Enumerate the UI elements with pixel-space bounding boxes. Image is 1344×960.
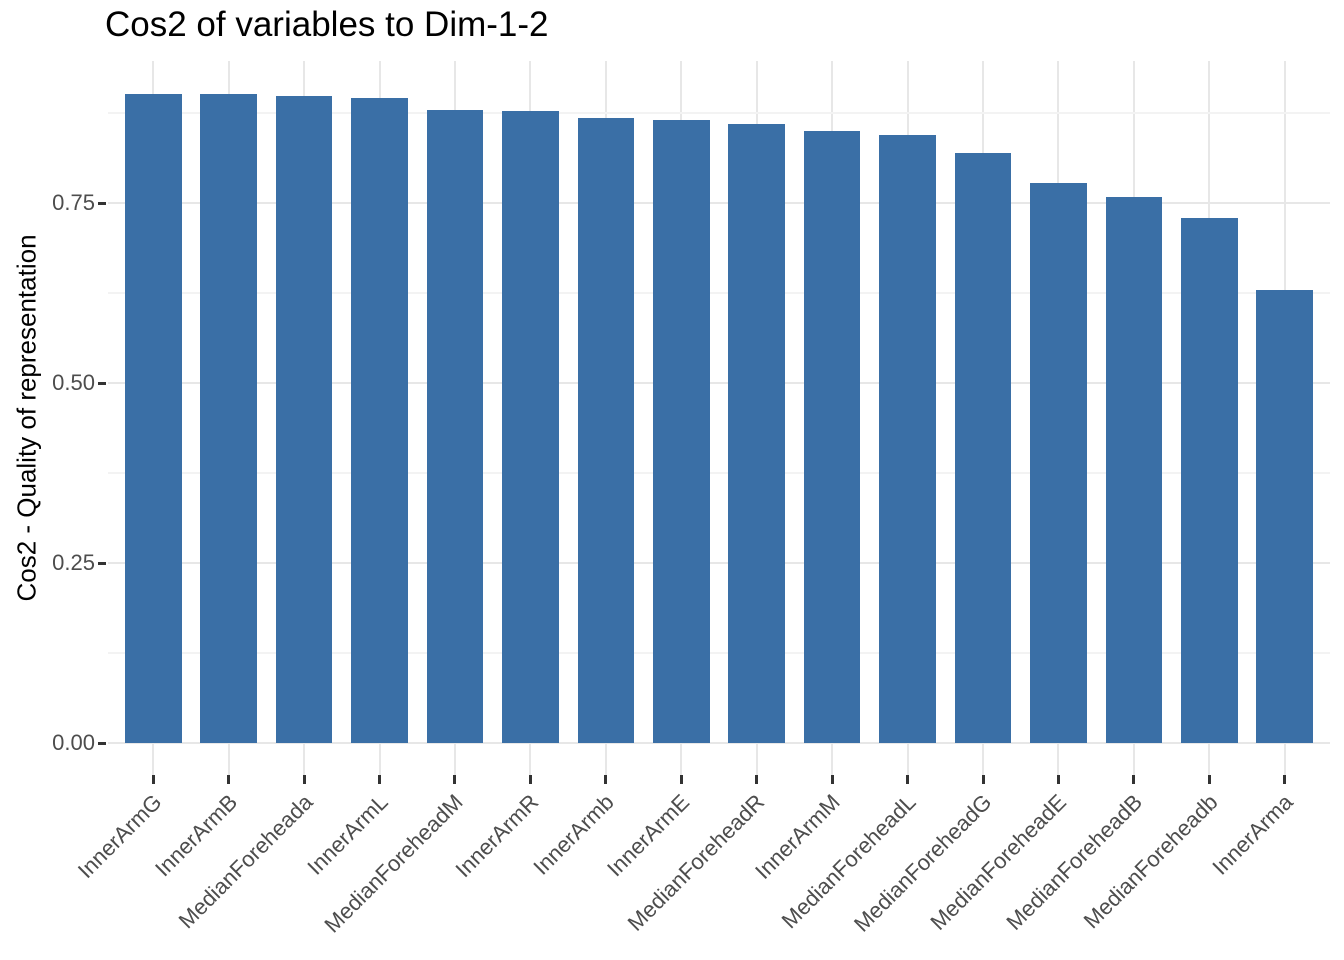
- gridline-major-0.75: [108, 202, 1330, 204]
- x-tick-mark-MedianForeheadM: [453, 775, 457, 784]
- x-tick-label-MedianForeheadE: MedianForeheadE: [925, 789, 1072, 935]
- x-tick-label-MedianForeheadL: MedianForeheadL: [776, 789, 921, 934]
- y-tick-label-0.75: 0.75: [52, 190, 95, 215]
- chart-title: Cos2 of variables to Dim-1-2: [105, 5, 549, 44]
- x-tick-mark-InnerArmG: [151, 775, 155, 784]
- gridline-minor-0.125: [108, 652, 1330, 654]
- bar-InnerArmM: [803, 131, 861, 743]
- bar-InnerArmE: [652, 120, 710, 743]
- bar-InnerArmR: [502, 110, 559, 743]
- x-tick-mark-MedianForeheadb: [1207, 775, 1211, 784]
- bar-InnerArma: [1256, 290, 1314, 743]
- x-tick-label-MedianForeheadG: MedianForeheadG: [848, 789, 996, 937]
- bar-InnerArmG: [124, 93, 182, 743]
- y-tick-mark-0.00: [98, 741, 106, 745]
- y-axis-title: Cos2 - Quality of representation: [11, 234, 42, 602]
- gridline-minor-0.375: [108, 472, 1330, 474]
- x-tick-mark-InnerArmL: [378, 775, 382, 784]
- bar-MedianForeheadE: [1030, 182, 1087, 743]
- y-tick-mark-0.75: [98, 201, 106, 205]
- x-tick-label-MedianForeheadb: MedianForeheadb: [1078, 789, 1223, 934]
- x-tick-mark-MedianForeheadB: [1132, 775, 1136, 784]
- bar-InnerArmb: [577, 118, 635, 743]
- y-tick-mark-0.50: [98, 381, 106, 385]
- x-tick-mark-InnerArmb: [604, 775, 608, 784]
- gridline-minor-0.875: [108, 112, 1330, 114]
- x-tick-label-MedianForeheadR: MedianForeheadR: [623, 789, 770, 936]
- x-tick-mark-MedianForeheadE: [1056, 775, 1060, 784]
- x-tick-mark-InnerArmM: [830, 775, 834, 784]
- x-tick-label-MedianForeheadM: MedianForeheadM: [319, 789, 468, 938]
- x-tick-label-InnerArma: InnerArma: [1207, 789, 1298, 880]
- bar-MedianForeheada: [275, 95, 333, 743]
- bar-InnerArmB: [200, 94, 257, 743]
- x-tick-mark-MedianForeheada: [302, 775, 306, 784]
- y-tick-label-0.25: 0.25: [52, 550, 95, 575]
- x-tick-mark-MedianForeheadR: [755, 775, 759, 784]
- gridline-major-0.25: [108, 562, 1330, 564]
- y-tick-label-0.50: 0.50: [52, 370, 95, 395]
- x-tick-mark-InnerArmB: [227, 775, 231, 784]
- x-tick-mark-InnerArmR: [528, 775, 532, 784]
- x-tick-label-InnerArmG: InnerArmG: [72, 789, 167, 884]
- gridline-major-0.00: [108, 742, 1330, 744]
- x-tick-mark-MedianForeheadG: [981, 775, 985, 784]
- gridline-major-0.50: [108, 382, 1330, 384]
- y-tick-mark-0.25: [98, 561, 106, 565]
- bar-MedianForeheadb: [1181, 218, 1238, 743]
- bar-MedianForeheadR: [728, 123, 785, 743]
- bar-MedianForeheadB: [1105, 197, 1163, 743]
- bar-InnerArmL: [351, 97, 408, 743]
- x-tick-mark-InnerArma: [1283, 775, 1287, 784]
- x-tick-mark-InnerArmE: [679, 775, 683, 784]
- bar-MedianForeheadG: [954, 152, 1012, 743]
- x-tick-mark-MedianForeheadL: [906, 775, 910, 784]
- plot-panel: [108, 61, 1330, 775]
- x-tick-label-MedianForeheadB: MedianForeheadB: [1001, 789, 1147, 935]
- y-tick-label-0.00: 0.00: [52, 730, 95, 755]
- x-tick-label-MedianForeheada: MedianForeheada: [173, 789, 318, 934]
- gridline-minor-0.625: [108, 292, 1330, 294]
- bar-MedianForeheadL: [879, 134, 936, 743]
- bar-MedianForeheadM: [426, 110, 484, 743]
